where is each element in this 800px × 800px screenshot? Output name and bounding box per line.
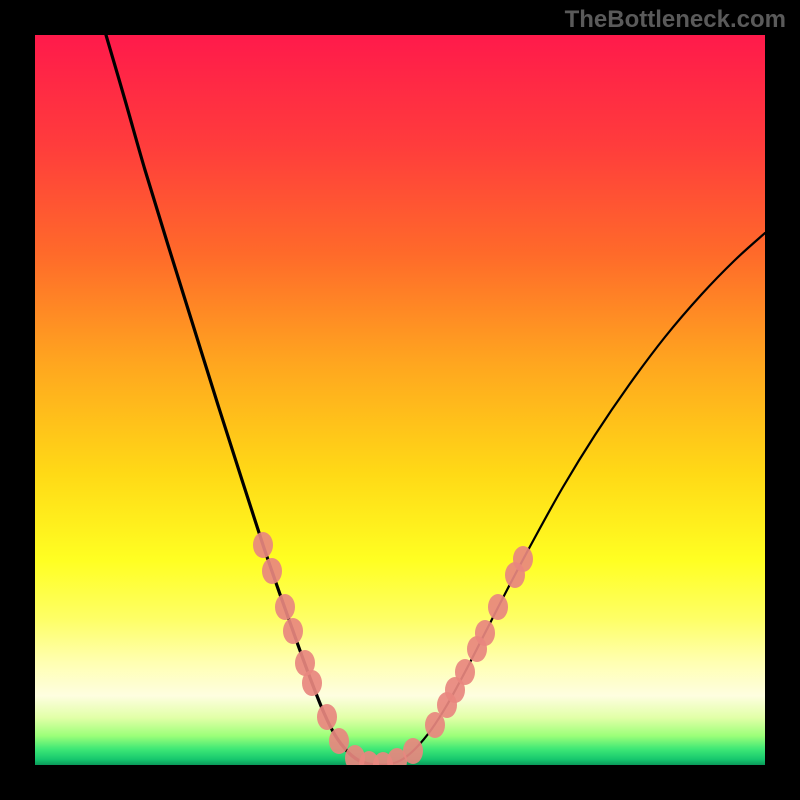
curve-marker [513, 546, 533, 572]
curve-marker [302, 670, 322, 696]
curve-marker [403, 738, 423, 764]
curve-marker [262, 558, 282, 584]
curve-marker [455, 659, 475, 685]
curve-marker [317, 704, 337, 730]
curve-marker [475, 620, 495, 646]
watermark-text: TheBottleneck.com [565, 6, 786, 34]
curve-marker [329, 728, 349, 754]
plot-area [35, 35, 765, 765]
figure-root: TheBottleneck.com [0, 0, 800, 800]
gradient-background [35, 35, 765, 765]
curve-marker [275, 594, 295, 620]
plot-svg [35, 35, 765, 765]
curve-marker [488, 594, 508, 620]
curve-marker [253, 532, 273, 558]
curve-marker [283, 618, 303, 644]
